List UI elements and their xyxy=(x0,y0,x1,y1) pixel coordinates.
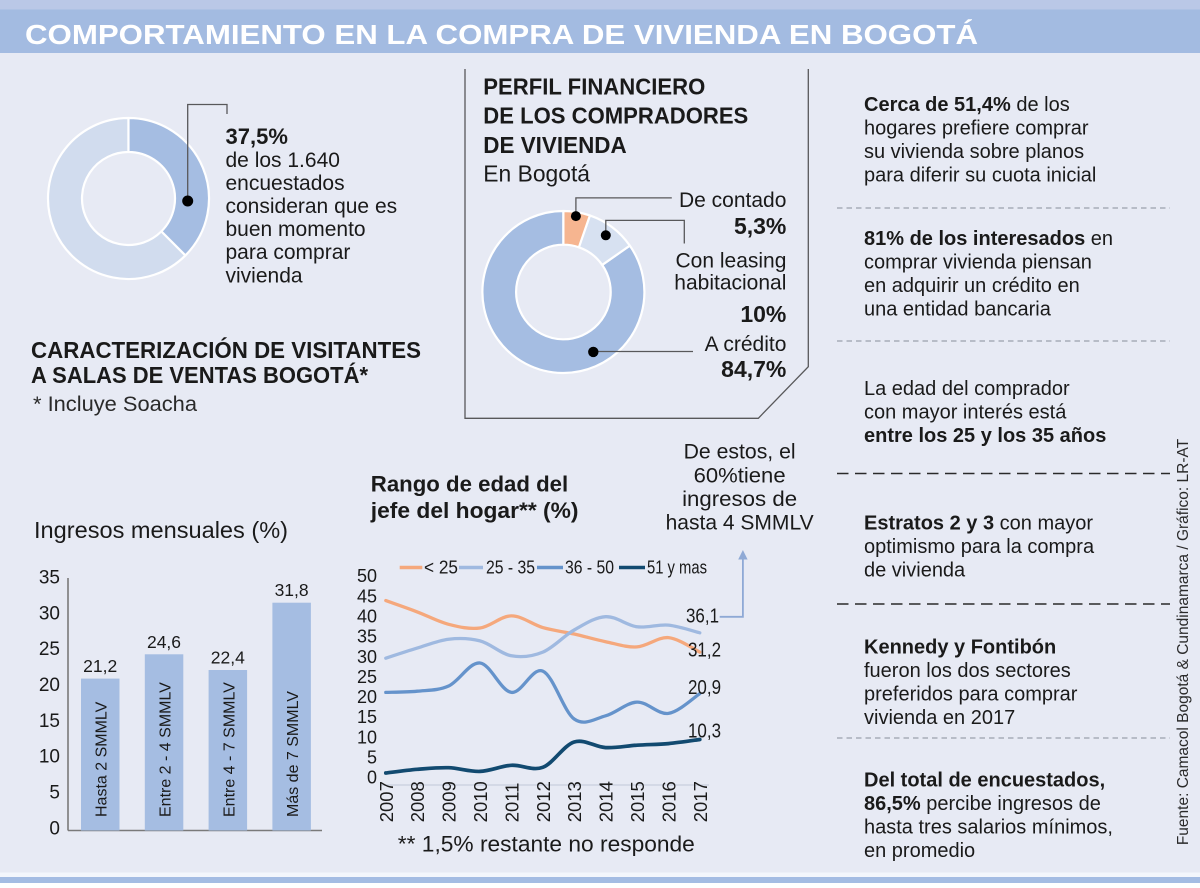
svg-text:30: 30 xyxy=(39,603,60,624)
svg-text:2007: 2007 xyxy=(376,781,397,822)
svg-text:31,8: 31,8 xyxy=(275,580,309,600)
svg-text:15: 15 xyxy=(357,707,377,727)
svg-text:35: 35 xyxy=(357,627,377,647)
svg-text:para diferir su cuota inicial: para diferir su cuota inicial xyxy=(864,165,1096,187)
svg-text:A crédito: A crédito xyxy=(705,333,787,356)
svg-text:Rango de edad del: Rango de edad del xyxy=(371,472,568,497)
svg-text:15: 15 xyxy=(39,711,60,732)
svg-text:31,2: 31,2 xyxy=(688,640,721,662)
svg-text:Estratos 2 y 3 con mayor: Estratos 2 y 3 con mayor xyxy=(864,513,1093,535)
svg-text:84,7%: 84,7% xyxy=(721,356,786,382)
svg-text:36,1: 36,1 xyxy=(686,606,719,628)
svg-text:22,4: 22,4 xyxy=(211,648,245,668)
svg-text:Kennedy y Fontibón: Kennedy y Fontibón xyxy=(864,637,1056,659)
svg-text:Cerca de 51,4% de los: Cerca de 51,4% de los xyxy=(864,94,1070,116)
svg-text:su vivienda sobre planos: su vivienda sobre planos xyxy=(864,141,1084,163)
svg-text:81% de los interesados en: 81% de los interesados en xyxy=(864,228,1113,250)
svg-text:36 - 50: 36 - 50 xyxy=(565,558,614,578)
svg-text:45: 45 xyxy=(357,586,377,606)
svg-text:hogares prefiere comprar: hogares prefiere comprar xyxy=(864,118,1089,140)
svg-text:DE VIVIENDA: DE VIVIENDA xyxy=(483,132,626,158)
svg-text:Entre 4 - 7 SMMLV: Entre 4 - 7 SMMLV xyxy=(221,682,238,817)
svg-text:5: 5 xyxy=(367,747,377,767)
svg-text:2009: 2009 xyxy=(439,781,460,822)
svg-text:24,6: 24,6 xyxy=(147,632,181,652)
svg-text:2008: 2008 xyxy=(407,781,428,822)
svg-text:20: 20 xyxy=(39,675,60,696)
svg-text:vivienda en 2017: vivienda en 2017 xyxy=(864,707,1015,729)
svg-text:25: 25 xyxy=(357,667,377,687)
svg-text:Hasta 2 SMMLV: Hasta 2 SMMLV xyxy=(94,701,111,817)
svg-text:hasta 4 SMMLV: hasta 4 SMMLV xyxy=(666,512,814,535)
svg-text:2010: 2010 xyxy=(470,781,491,822)
svg-text:De estos, el: De estos, el xyxy=(684,441,796,464)
svg-text:Más de 7 SMMLV: Más de 7 SMMLV xyxy=(285,691,302,817)
svg-text:10%: 10% xyxy=(740,301,786,327)
svg-text:fueron los dos sectores: fueron los dos sectores xyxy=(864,660,1071,682)
svg-text:37,5%: 37,5% xyxy=(226,124,288,149)
svg-text:Ingresos mensuales (%): Ingresos mensuales (%) xyxy=(34,517,288,543)
svg-text:encuestados: encuestados xyxy=(226,172,345,195)
svg-text:2011: 2011 xyxy=(501,783,522,823)
svg-text:Entre 2 - 4 SMMLV: Entre 2 - 4 SMMLV xyxy=(158,682,175,817)
svg-text:consideran que es: consideran que es xyxy=(226,195,398,218)
svg-text:50: 50 xyxy=(357,566,377,586)
svg-text:25 - 35: 25 - 35 xyxy=(486,558,535,578)
svg-text:de vivienda: de vivienda xyxy=(864,560,966,582)
svg-text:30: 30 xyxy=(357,647,377,667)
svg-text:5,3%: 5,3% xyxy=(734,213,786,239)
svg-text:10: 10 xyxy=(357,727,377,747)
svg-text:COMPORTAMIENTO EN LA COMPRA DE: COMPORTAMIENTO EN LA COMPRA DE VIVIENDA … xyxy=(25,19,978,50)
svg-text:2016: 2016 xyxy=(658,781,679,822)
svg-text:buen momento: buen momento xyxy=(226,218,366,241)
svg-text:2012: 2012 xyxy=(533,781,554,822)
svg-text:5: 5 xyxy=(49,782,60,803)
svg-text:jefe del hogar** (%): jefe del hogar** (%) xyxy=(370,498,579,523)
svg-text:De contado: De contado xyxy=(679,189,786,212)
svg-text:PERFIL FINANCIERO: PERFIL FINANCIERO xyxy=(483,73,705,99)
svg-text:optimismo para la compra: optimismo para la compra xyxy=(864,536,1095,558)
svg-text:en adquirir un crédito en: en adquirir un crédito en xyxy=(864,275,1080,297)
svg-text:Fuente: Camacol Bogotá & Cundi: Fuente: Camacol Bogotá & Cundinamarca / … xyxy=(1175,438,1192,845)
svg-text:habitacional: habitacional xyxy=(674,272,786,295)
svg-text:vivienda: vivienda xyxy=(226,264,303,287)
svg-text:2015: 2015 xyxy=(627,781,648,822)
svg-text:A SALAS DE VENTAS BOGOTÁ*: A SALAS DE VENTAS BOGOTÁ* xyxy=(31,361,368,388)
svg-text:una entidad bancaria: una entidad bancaria xyxy=(864,299,1052,321)
svg-text:51 y mas: 51 y mas xyxy=(647,558,707,578)
svg-text:2017: 2017 xyxy=(690,781,711,822)
svg-text:para comprar: para comprar xyxy=(226,241,351,264)
svg-text:En Bogotá: En Bogotá xyxy=(483,161,590,187)
svg-text:Con leasing: Con leasing xyxy=(675,249,786,272)
svg-text:de los 1.640: de los 1.640 xyxy=(226,149,340,172)
svg-text:0: 0 xyxy=(367,768,377,788)
svg-text:20: 20 xyxy=(357,687,377,707)
svg-text:10,3: 10,3 xyxy=(688,721,721,743)
svg-text:21,2: 21,2 xyxy=(83,656,117,676)
svg-text:comprar vivienda piensan: comprar vivienda piensan xyxy=(864,252,1092,274)
svg-text:** 1,5% restante no responde: ** 1,5% restante no responde xyxy=(398,832,695,857)
svg-text:en promedio: en promedio xyxy=(864,840,975,862)
svg-text:La edad del comprador: La edad del comprador xyxy=(864,378,1070,400)
svg-text:ingresos de: ingresos de xyxy=(682,488,797,511)
svg-text:2014: 2014 xyxy=(596,781,617,822)
svg-text:2013: 2013 xyxy=(564,781,585,822)
svg-text:< 25: < 25 xyxy=(424,558,458,578)
svg-text:Del total de encuestados,: Del total de encuestados, xyxy=(864,770,1105,792)
svg-text:35: 35 xyxy=(39,568,60,589)
svg-text:* Incluye Soacha: * Incluye Soacha xyxy=(33,393,197,416)
svg-text:40: 40 xyxy=(357,606,377,626)
svg-text:CARACTERIZACIÓN DE VISITANTES: CARACTERIZACIÓN DE VISITANTES xyxy=(31,336,421,363)
svg-text:entre los 25 y los 35 años: entre los 25 y los 35 años xyxy=(864,425,1106,447)
svg-text:preferidos para comprar: preferidos para comprar xyxy=(864,684,1078,706)
svg-text:20,9: 20,9 xyxy=(688,677,721,699)
svg-text:25: 25 xyxy=(39,639,60,660)
svg-text:hasta tres salarios mínimos,: hasta tres salarios mínimos, xyxy=(864,817,1113,839)
svg-text:0: 0 xyxy=(49,818,60,839)
svg-text:60%tiene: 60%tiene xyxy=(694,464,786,487)
svg-text:86,5% percibe ingresos de: 86,5% percibe ingresos de xyxy=(864,793,1101,815)
svg-text:10: 10 xyxy=(39,747,60,768)
svg-text:con mayor interés está: con mayor interés está xyxy=(864,402,1067,424)
svg-text:DE LOS COMPRADORES: DE LOS COMPRADORES xyxy=(483,103,748,129)
